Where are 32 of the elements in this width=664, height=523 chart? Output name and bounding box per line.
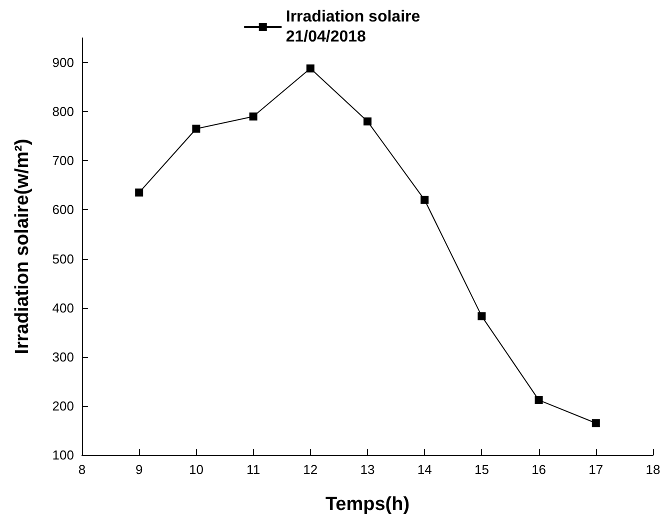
- y-tick-label: 100: [52, 448, 74, 462]
- y-tick-label: 900: [52, 55, 74, 70]
- point: [306, 64, 314, 72]
- point: [592, 419, 600, 428]
- x-tick-label: 14: [417, 462, 432, 477]
- y-tick-label: 400: [52, 300, 74, 316]
- x-tick-label: 10: [188, 462, 204, 477]
- x-tick-label: 15: [474, 462, 489, 477]
- y-tick-label: 600: [52, 202, 74, 218]
- legend-label: Irradiation solaire 21/04/2018: [286, 8, 420, 46]
- point: [534, 396, 543, 404]
- point: [478, 312, 486, 320]
- point: [192, 124, 200, 133]
- point: [135, 188, 144, 197]
- x-tick-label: 11: [246, 462, 260, 477]
- x-axis-title: Temps(h): [325, 494, 410, 515]
- point: [249, 112, 258, 120]
- x-tick-label: 9: [135, 462, 143, 477]
- y-tick-label: 300: [52, 349, 74, 364]
- x-tick-label: 16: [532, 462, 546, 477]
- x-tick-label: 13: [360, 462, 375, 477]
- y-axis-title: Irradiation solaire(w/m²): [12, 138, 33, 354]
- point: [420, 196, 429, 204]
- y-tick-label: 800: [52, 104, 74, 120]
- x-tick-label: 17: [588, 462, 604, 477]
- point: [364, 117, 372, 126]
- y-tick-label: 700: [52, 153, 74, 168]
- x-tick-label: 18: [646, 462, 660, 477]
- x-tick-label: 12: [303, 462, 318, 477]
- y-tick-label: 200: [52, 398, 74, 414]
- y-tick-label: 500: [52, 251, 74, 266]
- x-tick-label: 8: [78, 462, 86, 477]
